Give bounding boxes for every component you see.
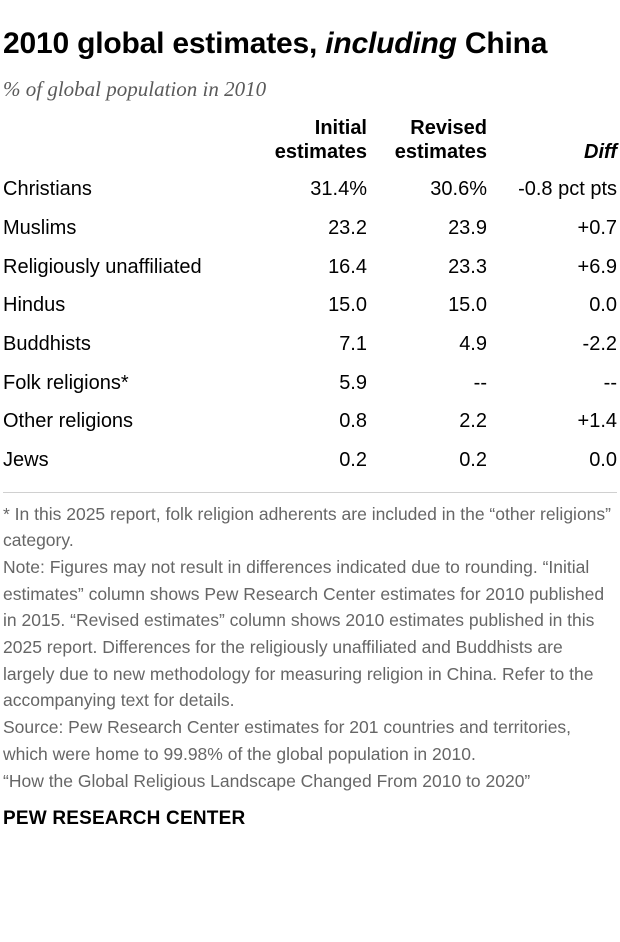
table-row: Religiously unaffiliated 16.4 23.3 +6.9 bbox=[3, 247, 617, 286]
row-diff-value: +6.9 bbox=[577, 255, 617, 278]
row-category: Hindus bbox=[3, 294, 66, 317]
row-category: Christians bbox=[3, 178, 92, 201]
row-initial-value: 23.2 bbox=[328, 217, 367, 240]
table-row: Muslims 23.2 23.9 +0.7 bbox=[3, 209, 617, 248]
row-initial-value: 0.2 bbox=[339, 449, 367, 472]
row-diff-value: 0.0 bbox=[589, 449, 617, 472]
brand-logo-text: PEW RESEARCH CENTER bbox=[3, 808, 246, 830]
row-revised-value: 23.9 bbox=[448, 217, 487, 240]
data-table: Initial estimates Revised estimates Diff C… bbox=[3, 116, 617, 480]
row-revised-value: 0.2 bbox=[459, 449, 487, 472]
row-revised-value: 4.9 bbox=[459, 333, 487, 356]
row-category: Religiously unaffiliated bbox=[3, 255, 202, 278]
row-revised-value: 2.2 bbox=[459, 410, 487, 433]
note-text: Note: Figures may not result in differen… bbox=[3, 556, 605, 711]
row-diff-value: 0.0 bbox=[589, 294, 617, 317]
row-revised-value: 23.3 bbox=[448, 255, 487, 278]
title-main: 2010 global estimates, bbox=[3, 27, 326, 60]
header-revised: Revised estimates bbox=[367, 116, 487, 170]
row-category: Buddhists bbox=[3, 333, 91, 356]
row-initial-value: 15.0 bbox=[328, 294, 367, 317]
table-row: Hindus 15.0 15.0 0.0 bbox=[3, 286, 617, 325]
row-diff-value: -- bbox=[603, 371, 617, 394]
header-initial-line2: estimates bbox=[274, 141, 367, 163]
report-title: “How the Global Religious Landscape Chan… bbox=[3, 770, 531, 791]
header-initial-line1: Initial bbox=[314, 117, 367, 139]
table-row: Buddhists 7.1 4.9 -2.2 bbox=[3, 325, 617, 364]
row-diff-value: +1.4 bbox=[577, 410, 617, 433]
table-row: Folk religions* 5.9 -- -- bbox=[3, 363, 617, 402]
row-diff-value: -0.8 pct pts bbox=[518, 178, 617, 201]
header-diff: Diff bbox=[584, 141, 617, 163]
row-initial-value: 5.9 bbox=[339, 371, 367, 394]
header-revised-line1: Revised bbox=[410, 117, 487, 139]
notes: * In this 2025 report, folk religion adh… bbox=[3, 501, 617, 795]
footnote: * In this 2025 report, folk religion adh… bbox=[3, 503, 611, 551]
divider bbox=[3, 491, 617, 493]
table-row: Christians 31.4% 30.6% -0.8 pct pts bbox=[3, 170, 617, 209]
row-revised-value: 30.6% bbox=[430, 178, 487, 201]
row-category: Other religions bbox=[3, 410, 134, 433]
chart-subtitle: % of global population in 2010 bbox=[3, 77, 267, 101]
chart-title: 2010 global estimates, including China bbox=[3, 26, 617, 62]
title-end: China bbox=[456, 27, 548, 60]
header-initial: Initial estimates bbox=[257, 116, 367, 170]
row-category: Jews bbox=[3, 449, 49, 472]
row-category: Muslims bbox=[3, 217, 77, 240]
table-row: Jews 0.2 0.2 0.0 bbox=[3, 441, 617, 480]
source-text: Source: Pew Research Center estimates fo… bbox=[3, 717, 572, 764]
header-revised-line2: estimates bbox=[394, 141, 487, 163]
title-italic: including bbox=[325, 27, 457, 60]
row-initial-value: 31.4% bbox=[310, 178, 367, 201]
row-category: Folk religions* bbox=[3, 371, 129, 394]
table-row: Other religions 0.8 2.2 +1.4 bbox=[3, 402, 617, 441]
row-diff-value: -2.2 bbox=[582, 333, 617, 356]
row-initial-value: 16.4 bbox=[328, 255, 367, 278]
table-body: Christians 31.4% 30.6% -0.8 pct pts Muslims 2… bbox=[3, 170, 617, 480]
row-initial-value: 7.1 bbox=[339, 333, 367, 356]
header-category bbox=[3, 116, 257, 170]
row-revised-value: -- bbox=[473, 371, 487, 394]
chart-container: 2010 global estimates, including China %… bbox=[3, 26, 617, 830]
header-row: Initial estimates Revised estimates Diff bbox=[3, 116, 617, 170]
row-diff-value: +0.7 bbox=[577, 217, 617, 240]
row-revised-value: 15.0 bbox=[448, 294, 487, 317]
row-initial-value: 0.8 bbox=[339, 410, 367, 433]
